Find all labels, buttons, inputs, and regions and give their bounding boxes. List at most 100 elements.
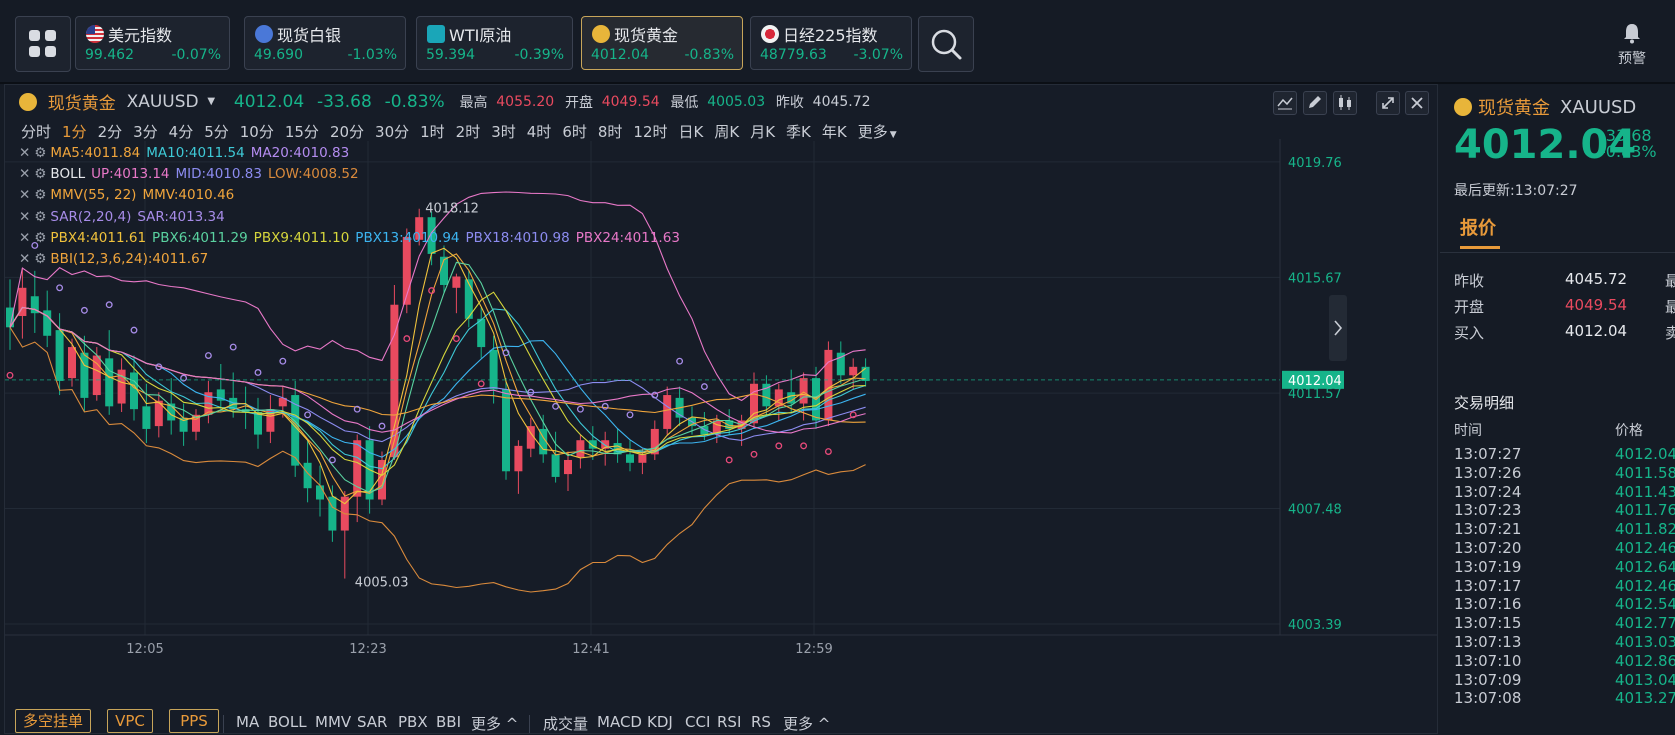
sub-indicator-3[interactable]: CCI — [685, 713, 711, 731]
y-tick-label: 4007.48 — [1288, 503, 1342, 518]
ticker-change: -0.07% — [171, 47, 221, 63]
settings-gear-icon[interactable]: ⚙ — [34, 208, 47, 225]
toolbar-button-2[interactable]: PPS — [169, 709, 219, 733]
instrument-symbol[interactable]: XAUUSD — [126, 91, 199, 112]
indicator-tool-button[interactable] — [1273, 91, 1297, 115]
candle — [229, 397, 238, 410]
quote-label: 买入 — [1454, 324, 1485, 342]
period-12[interactable]: 3时 — [491, 123, 516, 141]
main-indicator-5[interactable]: BBI — [436, 713, 462, 731]
period-4[interactable]: 4分 — [168, 123, 194, 141]
ticker-wti-oil[interactable]: WTI原油 59.394 -0.39% — [416, 16, 573, 70]
remove-indicator-icon[interactable]: ✕ — [19, 187, 31, 204]
sub-indicator-0[interactable]: 成交量 — [543, 715, 589, 733]
period-8[interactable]: 20分 — [329, 123, 365, 141]
sar-dot — [180, 374, 188, 382]
sar-dot — [849, 411, 857, 419]
candle — [303, 462, 312, 489]
ticker-spot-gold[interactable]: 现货黄金 4012.04 -0.83% — [581, 16, 743, 70]
period-5[interactable]: 5分 — [204, 123, 229, 141]
side-collapse-handle — [1329, 295, 1347, 361]
settings-gear-icon[interactable]: ⚙ — [34, 251, 47, 267]
period-3[interactable]: 3分 — [133, 123, 158, 141]
settings-gear-icon[interactable]: ⚙ — [34, 229, 47, 246]
candle — [861, 366, 870, 381]
main-indicator-3[interactable]: SAR — [357, 713, 388, 731]
chart-panel: 现货黄金 XAUUSD ▼ 4012.04 -33.68 -0.83% 最高 4… — [4, 84, 1438, 734]
legend-value: BBI(12,3,6,24):4011.67 — [50, 251, 209, 267]
sar-dot — [254, 369, 262, 376]
legend-value: PBX6:4011.29 — [152, 229, 248, 246]
candle — [564, 459, 572, 475]
ticker-change: -1.03% — [347, 47, 397, 63]
remove-indicator-icon[interactable]: ✕ — [19, 208, 31, 225]
chart-type-button[interactable] — [1333, 91, 1357, 115]
sub-indicator-5[interactable]: RS — [751, 713, 771, 731]
ticker-change: -0.39% — [514, 47, 564, 63]
sub-indicator-6[interactable]: 更多 ^ — [783, 715, 831, 733]
remove-indicator-icon[interactable]: ✕ — [19, 251, 31, 267]
sub-indicator-4[interactable]: RSI — [717, 713, 742, 731]
period-15[interactable]: 8时 — [597, 123, 623, 141]
remove-indicator-icon[interactable]: ✕ — [19, 229, 31, 246]
trades-col-price: 价格 — [1615, 423, 1643, 439]
period-2[interactable]: 2分 — [97, 123, 123, 141]
sub-indicator-1[interactable]: MACD — [597, 713, 642, 731]
main-indicator-1[interactable]: BOLL — [268, 713, 307, 731]
settings-gear-icon[interactable]: ⚙ — [34, 145, 47, 161]
period-21[interactable]: 年K — [821, 123, 847, 141]
settings-gear-icon[interactable]: ⚙ — [34, 187, 47, 204]
pbx6-line — [9, 261, 866, 493]
sar-dot — [552, 402, 560, 410]
period-6[interactable]: 10分 — [239, 123, 274, 141]
period-10[interactable]: 1时 — [420, 123, 445, 141]
draw-tool-button[interactable] — [1303, 91, 1327, 115]
toolbar-button-1[interactable]: VPC — [107, 709, 153, 733]
period-0[interactable]: 分时 — [21, 123, 52, 141]
y-tick-label: 4003.39 — [1288, 618, 1342, 633]
more-dropdown-icon[interactable]: ▼ — [889, 130, 897, 140]
candle — [799, 378, 808, 404]
remove-indicator-icon[interactable]: ✕ — [19, 166, 31, 183]
trade-time: 13:07:17 — [1454, 576, 1522, 595]
ticker-change: -3.07% — [853, 47, 903, 63]
apps-grid-button[interactable] — [15, 16, 71, 72]
top-bar: 美元指数 99.462 -0.07% 现货白银 49.690 -1.03% WT… — [0, 0, 1675, 84]
candlestick-chart[interactable]: 4012.04 4019.76 4015.67 4011.57 4007.48 4003.… — [5, 85, 1437, 701]
candle — [6, 307, 14, 328]
sar-dot — [229, 343, 237, 351]
tab-quote[interactable]: 报价 — [1460, 218, 1496, 239]
alert-button[interactable]: 预警 — [1612, 22, 1652, 68]
period-17[interactable]: 日K — [678, 123, 704, 141]
fullscreen-button[interactable] — [1376, 91, 1400, 115]
main-indicator-6[interactable]: 更多 ^ — [471, 715, 519, 733]
main-indicator-2[interactable]: MMV — [315, 713, 352, 731]
sub-indicator-2[interactable]: KDJ — [647, 713, 673, 731]
period-14[interactable]: 6时 — [562, 123, 587, 141]
main-indicator-0[interactable]: MA — [236, 713, 260, 731]
close-chart-button[interactable] — [1405, 91, 1429, 115]
pencil-icon — [1309, 96, 1321, 108]
main-indicator-4[interactable]: PBX — [398, 713, 428, 731]
sar-dot — [155, 363, 163, 371]
low-label: 最低 — [670, 94, 699, 111]
period-1[interactable]: 1分 — [62, 123, 87, 141]
period-7[interactable]: 15分 — [284, 123, 319, 141]
period-11[interactable]: 2时 — [455, 123, 481, 141]
search-button[interactable] — [918, 16, 974, 72]
period-22[interactable]: 更多 — [857, 123, 888, 141]
period-13[interactable]: 4时 — [526, 123, 552, 141]
period-18[interactable]: 周K — [714, 123, 740, 141]
period-9[interactable]: 30分 — [375, 123, 410, 141]
trade-price: 4012.86 — [1615, 651, 1675, 670]
ticker-usd-index[interactable]: 美元指数 99.462 -0.07% — [75, 16, 230, 70]
settings-gear-icon[interactable]: ⚙ — [34, 166, 47, 183]
period-20[interactable]: 季K — [786, 123, 811, 141]
ticker-silver[interactable]: 现货白银 49.690 -1.03% — [244, 16, 406, 70]
period-16[interactable]: 12时 — [633, 123, 668, 141]
symbol-dropdown-icon[interactable]: ▼ — [207, 96, 216, 107]
period-19[interactable]: 月K — [750, 123, 776, 141]
remove-indicator-icon[interactable]: ✕ — [19, 145, 31, 161]
ticker-nikkei-225[interactable]: 日经225指数 48779.63 -3.07% — [750, 16, 912, 70]
toolbar-button-0[interactable]: 多空挂单 — [15, 709, 91, 733]
